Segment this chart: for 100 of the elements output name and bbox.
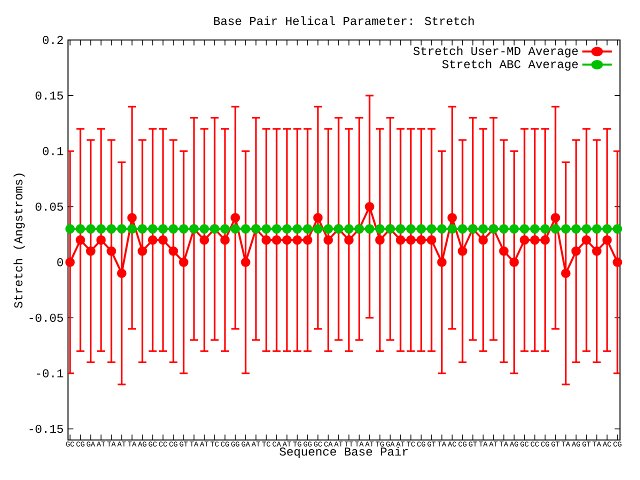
- point: [178, 224, 188, 234]
- point: [116, 268, 126, 278]
- point: [220, 224, 230, 234]
- y-tick-label: 0.15: [36, 91, 63, 100]
- point: [416, 224, 426, 234]
- point: [76, 235, 86, 245]
- point: [561, 268, 571, 278]
- point: [302, 224, 312, 234]
- point: [520, 224, 530, 234]
- point: [530, 224, 540, 234]
- point: [364, 224, 374, 234]
- point: [138, 224, 148, 234]
- point: [148, 224, 158, 234]
- point: [406, 235, 416, 245]
- point: [148, 235, 158, 245]
- y-tick-label: 0.05: [36, 202, 63, 211]
- point: [324, 235, 333, 245]
- point: [375, 235, 385, 245]
- point: [282, 235, 292, 245]
- point: [313, 224, 323, 234]
- point: [200, 235, 210, 245]
- point: [612, 224, 622, 234]
- point: [458, 224, 468, 234]
- point: [65, 224, 75, 234]
- point: [138, 246, 148, 256]
- point: [478, 224, 488, 234]
- point: [230, 213, 240, 223]
- point: [344, 224, 354, 234]
- point: [458, 246, 468, 256]
- point: [499, 224, 509, 234]
- point: [127, 224, 137, 234]
- point: [530, 235, 540, 245]
- point: [272, 235, 282, 245]
- point: [116, 224, 126, 234]
- point: [602, 224, 612, 234]
- point: [478, 235, 488, 245]
- point: [550, 213, 560, 223]
- point: [561, 224, 571, 234]
- point: [447, 224, 457, 234]
- point: [416, 235, 426, 245]
- point: [447, 213, 457, 223]
- point: [437, 224, 447, 234]
- point: [344, 235, 354, 245]
- point: [302, 235, 312, 245]
- point: [86, 246, 96, 256]
- y-tick-label: -0.05: [30, 314, 63, 322]
- point: [375, 224, 385, 234]
- point: [76, 224, 86, 234]
- point: [127, 213, 137, 223]
- point: [240, 224, 250, 234]
- point: [582, 224, 592, 234]
- point: [292, 224, 302, 234]
- point: [426, 224, 436, 234]
- point: [262, 235, 272, 245]
- y-tick-label: 0: [57, 258, 63, 266]
- y-tick-label: -0.1: [36, 369, 64, 378]
- point: [86, 224, 96, 234]
- legend-label: Stretch ABC Average: [442, 59, 578, 71]
- point: [437, 257, 447, 267]
- point: [240, 257, 250, 267]
- point: [158, 224, 168, 234]
- point: [406, 224, 416, 234]
- point: [550, 224, 560, 234]
- y-tick-label: 0.1: [42, 147, 64, 156]
- point: [509, 257, 519, 267]
- point: [612, 257, 622, 267]
- point: [571, 224, 581, 234]
- point: [313, 213, 323, 223]
- x-axis-title: Sequence Base Pair: [280, 446, 408, 458]
- point: [324, 224, 333, 234]
- point: [499, 246, 509, 256]
- point: [582, 235, 592, 245]
- point: [168, 224, 178, 234]
- point: [364, 202, 374, 212]
- point: [158, 235, 168, 245]
- y-tick-label: -0.15: [30, 424, 63, 433]
- y-axis-title: Stretch (Angstroms): [14, 174, 25, 308]
- point: [220, 235, 230, 245]
- point: [592, 224, 602, 234]
- point: [282, 224, 292, 234]
- point: [230, 224, 240, 234]
- point: [571, 246, 581, 256]
- point: [396, 235, 406, 245]
- point: [106, 224, 116, 234]
- point: [178, 257, 188, 267]
- point: [540, 235, 550, 245]
- point: [292, 235, 302, 245]
- point: [426, 235, 436, 245]
- point: [65, 257, 75, 267]
- chart-title: Base Pair Helical Parameter: Stretch: [214, 16, 474, 26]
- point: [540, 224, 550, 234]
- point: [96, 224, 106, 234]
- point: [96, 235, 106, 245]
- point: [200, 224, 210, 234]
- point: [168, 246, 178, 256]
- point: [592, 246, 602, 256]
- point: [262, 224, 272, 234]
- point: [520, 235, 530, 245]
- point: [106, 246, 116, 256]
- point: [396, 224, 406, 234]
